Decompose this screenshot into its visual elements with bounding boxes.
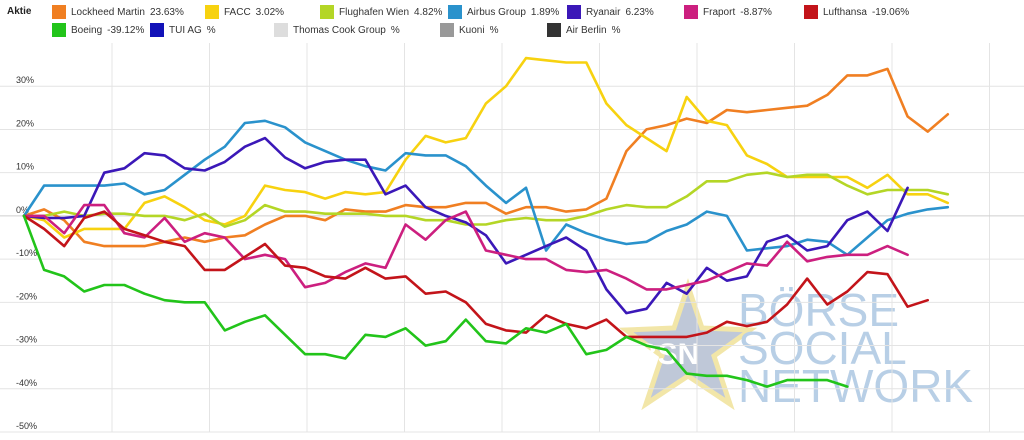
y-tick-label: 30% [16, 75, 34, 85]
legend-name: Ryanair [586, 6, 621, 18]
legend-name: Fraport [703, 6, 736, 18]
legend-name: Kuoni [459, 24, 485, 36]
watermark: BSN BÖRSE SOCIAL NETWORK [618, 278, 973, 412]
legend-name: Thomas Cook Group [293, 24, 386, 36]
legend-item[interactable]: Kuoni [440, 23, 498, 37]
legend-item[interactable]: Lockheed Martin 23.63% [52, 5, 184, 19]
legend-swatch [547, 23, 561, 37]
legend-item[interactable]: Lufthansa -19.06% [804, 5, 909, 19]
legend-swatch [205, 5, 219, 19]
legend-swatch [274, 23, 288, 37]
legend-name: Lockheed Martin [71, 6, 145, 18]
legend: Aktie Lockheed Martin 23.63% FACC 3.02% Flug… [0, 0, 1024, 42]
legend-header: Aktie [7, 6, 32, 17]
series-line-lufthansa [22, 210, 930, 339]
series-line-ryanair [22, 136, 909, 315]
legend-pct: -8.87% [740, 6, 772, 18]
legend-item[interactable]: Airbus Group 1.89% [448, 5, 559, 19]
legend-swatch [320, 5, 334, 19]
legend-pct: 1.89% [530, 6, 560, 18]
legend-pct: -39.12% [107, 24, 145, 36]
legend-pct: 4.82% [414, 6, 443, 18]
legend-swatch [52, 23, 66, 37]
legend-name: Air Berlin [566, 24, 607, 36]
legend-swatch [440, 23, 454, 37]
legend-pct: 3.02% [255, 6, 285, 18]
legend-name: Airbus Group [467, 6, 526, 18]
y-tick-label: 20% [16, 118, 34, 128]
series-line-airbus-group [22, 119, 950, 257]
legend-item[interactable]: Boeing -39.12% [52, 23, 144, 37]
series-line-boeing [22, 214, 849, 388]
legend-item[interactable]: FACC 3.02% [205, 5, 284, 19]
legend-name: Boeing [71, 24, 103, 36]
y-tick-label: -50% [16, 421, 37, 431]
series-line-facc [22, 56, 950, 239]
y-tick-label: -40% [16, 378, 37, 388]
watermark-bsn: BSN [636, 338, 699, 371]
legend-name: Flughafen Wien [339, 6, 410, 18]
legend-name: FACC [224, 6, 251, 18]
grid [0, 43, 1024, 433]
series-line-fraport [22, 203, 909, 291]
y-axis: 30% 20% 10% 0% -10% -20% -30% -40% -50% [16, 75, 37, 431]
y-tick-label: -10% [16, 248, 37, 258]
legend-swatch [684, 5, 698, 19]
y-tick-label: 0% [16, 205, 29, 215]
legend-pct: 6.23% [625, 6, 654, 18]
series-line-lockheed-martin [22, 67, 950, 248]
y-tick-label: -30% [16, 335, 37, 345]
legend-item[interactable]: Flughafen Wien 4.82% [320, 5, 442, 19]
series-lines [22, 56, 950, 388]
legend-pct: -19.06% [871, 6, 910, 18]
legend-name: Lufthansa [823, 6, 867, 18]
legend-item[interactable]: Ryanair 6.23% [567, 5, 654, 19]
watermark-line2: SOCIAL [738, 322, 907, 374]
legend-name: TUI AG [169, 24, 202, 36]
series-line-flughafen-wien [22, 171, 950, 228]
legend-swatch [804, 5, 818, 19]
legend-item[interactable]: Air Berlin [547, 23, 620, 37]
legend-item[interactable]: Fraport -8.87% [684, 5, 772, 19]
legend-pct: 23.63% [149, 6, 184, 18]
y-tick-label: 10% [16, 162, 34, 172]
legend-swatch [52, 5, 66, 19]
watermark-line3: NETWORK [738, 360, 973, 412]
y-tick-label: -20% [16, 291, 37, 301]
legend-item[interactable]: TUI AG [150, 23, 216, 37]
legend-item[interactable]: Thomas Cook Group [274, 23, 400, 37]
legend-swatch [448, 5, 462, 19]
legend-swatch [567, 5, 581, 19]
legend-swatch [150, 23, 164, 37]
